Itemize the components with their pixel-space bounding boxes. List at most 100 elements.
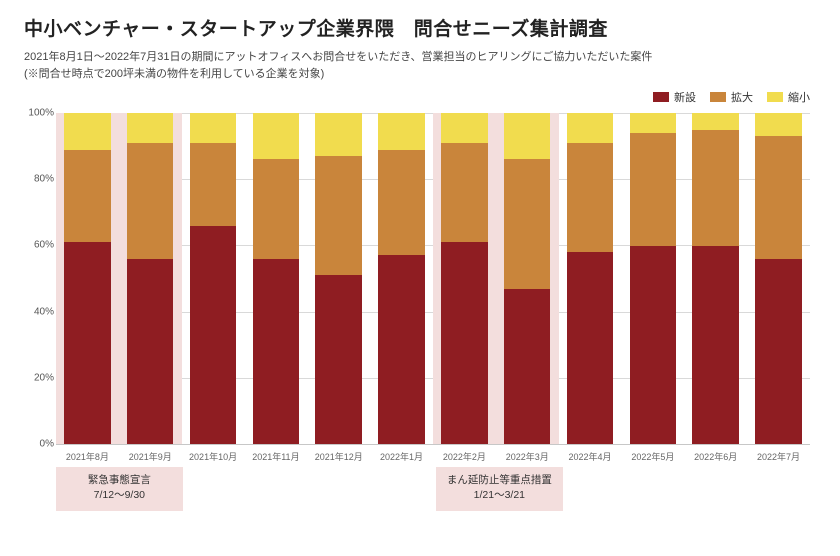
subtitle: 2021年8月1日～2022年7月31日の期間にアットオフィスへお問合せをいただ… <box>24 49 816 83</box>
stacked-bar <box>190 113 236 444</box>
bar-segment-shukusho <box>378 113 424 149</box>
x-tick-label: 2022年1月 <box>370 445 433 467</box>
bar-segment-shinsetsu <box>64 242 110 444</box>
annotation-line-1: 緊急事態宣言 <box>62 473 177 488</box>
bar-segment-shukusho <box>630 113 676 133</box>
bar-segment-shinsetsu <box>504 289 550 445</box>
bar-slot <box>182 113 245 444</box>
stacked-bar <box>315 113 361 444</box>
stacked-bar <box>755 113 801 444</box>
x-axis-labels: 2021年8月2021年9月2021年10月2021年11月2021年12月20… <box>56 445 810 467</box>
y-tick-label: 80% <box>26 174 54 185</box>
bar-slot <box>559 113 622 444</box>
bar-segment-shinsetsu <box>253 259 299 444</box>
annotation-line-2: 1/21～3/21 <box>442 488 557 503</box>
bar-segment-shinsetsu <box>630 246 676 445</box>
legend-swatch <box>710 92 726 102</box>
stacked-bar <box>441 113 487 444</box>
bar-slot <box>433 113 496 444</box>
legend: 新設 拡大 縮小 <box>24 89 816 105</box>
stacked-bar <box>504 113 550 444</box>
annotations: 緊急事態宣言7/12～9/30 まん延防止等重点措置1/21～3/21 <box>56 467 816 523</box>
y-tick-label: 100% <box>26 108 54 119</box>
y-tick-label: 0% <box>26 439 54 450</box>
page-title: 中小ベンチャー・スタートアップ企業界隈 問合せニーズ集計調査 <box>24 14 816 41</box>
x-tick-label: 2022年4月 <box>559 445 622 467</box>
bar-segment-kakudai <box>127 143 173 259</box>
x-tick-label: 2021年11月 <box>244 445 307 467</box>
legend-label: 拡大 <box>731 89 753 105</box>
bar-segment-shukusho <box>567 113 613 143</box>
x-tick-label: 2021年8月 <box>56 445 119 467</box>
bar-segment-kakudai <box>755 136 801 258</box>
legend-swatch <box>767 92 783 102</box>
bar-segment-shukusho <box>504 113 550 159</box>
annotation-note: 緊急事態宣言7/12～9/30 <box>56 467 183 510</box>
stacked-bar <box>692 113 738 444</box>
bar-segment-shinsetsu <box>127 259 173 444</box>
bar-slot <box>747 113 810 444</box>
x-tick-label: 2022年7月 <box>747 445 810 467</box>
y-tick-label: 60% <box>26 240 54 251</box>
annotation-line-1: まん延防止等重点措置 <box>442 473 557 488</box>
x-tick-label: 2022年5月 <box>621 445 684 467</box>
stacked-bar <box>253 113 299 444</box>
legend-item: 縮小 <box>767 89 810 105</box>
x-tick-label: 2021年9月 <box>119 445 182 467</box>
bar-segment-shukusho <box>755 113 801 136</box>
bar-segment-shinsetsu <box>190 226 236 444</box>
x-tick-label: 2022年3月 <box>496 445 559 467</box>
bar-segment-shukusho <box>190 113 236 143</box>
bar-segment-shukusho <box>127 113 173 143</box>
bar-segment-shinsetsu <box>692 246 738 445</box>
bar-segment-kakudai <box>253 159 299 258</box>
bar-segment-kakudai <box>64 150 110 243</box>
y-tick-label: 20% <box>26 372 54 383</box>
bar-segment-kakudai <box>190 143 236 226</box>
stacked-bar <box>64 113 110 444</box>
bar-segment-kakudai <box>504 159 550 288</box>
stacked-bar <box>378 113 424 444</box>
bar-slot <box>56 113 119 444</box>
bar-slot <box>119 113 182 444</box>
bar-segment-shinsetsu <box>441 242 487 444</box>
bar-segment-kakudai <box>630 133 676 246</box>
bar-segment-shinsetsu <box>567 252 613 444</box>
legend-item: 新設 <box>653 89 696 105</box>
bar-slot <box>684 113 747 444</box>
bar-segment-shinsetsu <box>315 275 361 444</box>
bar-slot <box>496 113 559 444</box>
stacked-bar-chart: 0%20%40%60%80%100% 2021年8月2021年9月2021年10… <box>56 107 810 467</box>
legend-label: 縮小 <box>788 89 810 105</box>
stacked-bar <box>630 113 676 444</box>
bar-slot <box>307 113 370 444</box>
legend-label: 新設 <box>674 89 696 105</box>
x-tick-label: 2021年12月 <box>307 445 370 467</box>
x-tick-label: 2021年10月 <box>182 445 245 467</box>
bar-segment-shukusho <box>253 113 299 159</box>
legend-item: 拡大 <box>710 89 753 105</box>
bars-container <box>56 113 810 444</box>
legend-swatch <box>653 92 669 102</box>
x-tick-label: 2022年6月 <box>684 445 747 467</box>
subtitle-line-2: (※問合せ時点で200坪未満の物件を利用している企業を対象) <box>24 68 324 80</box>
bar-segment-kakudai <box>692 130 738 246</box>
bar-segment-kakudai <box>441 143 487 242</box>
bar-slot <box>621 113 684 444</box>
y-tick-label: 40% <box>26 306 54 317</box>
bar-segment-kakudai <box>315 156 361 275</box>
bar-segment-shukusho <box>315 113 361 156</box>
bar-segment-shukusho <box>64 113 110 149</box>
annotation-note: まん延防止等重点措置1/21～3/21 <box>436 467 563 510</box>
bar-segment-kakudai <box>567 143 613 252</box>
subtitle-line-1: 2021年8月1日～2022年7月31日の期間にアットオフィスへお問合せをいただ… <box>24 51 652 63</box>
plot-area: 0%20%40%60%80%100% <box>56 113 810 445</box>
bar-segment-shinsetsu <box>378 255 424 444</box>
bar-segment-shinsetsu <box>755 259 801 444</box>
bar-slot <box>244 113 307 444</box>
bar-slot <box>370 113 433 444</box>
stacked-bar <box>127 113 173 444</box>
stacked-bar <box>567 113 613 444</box>
annotation-line-2: 7/12～9/30 <box>62 488 177 503</box>
bar-segment-shukusho <box>692 113 738 130</box>
